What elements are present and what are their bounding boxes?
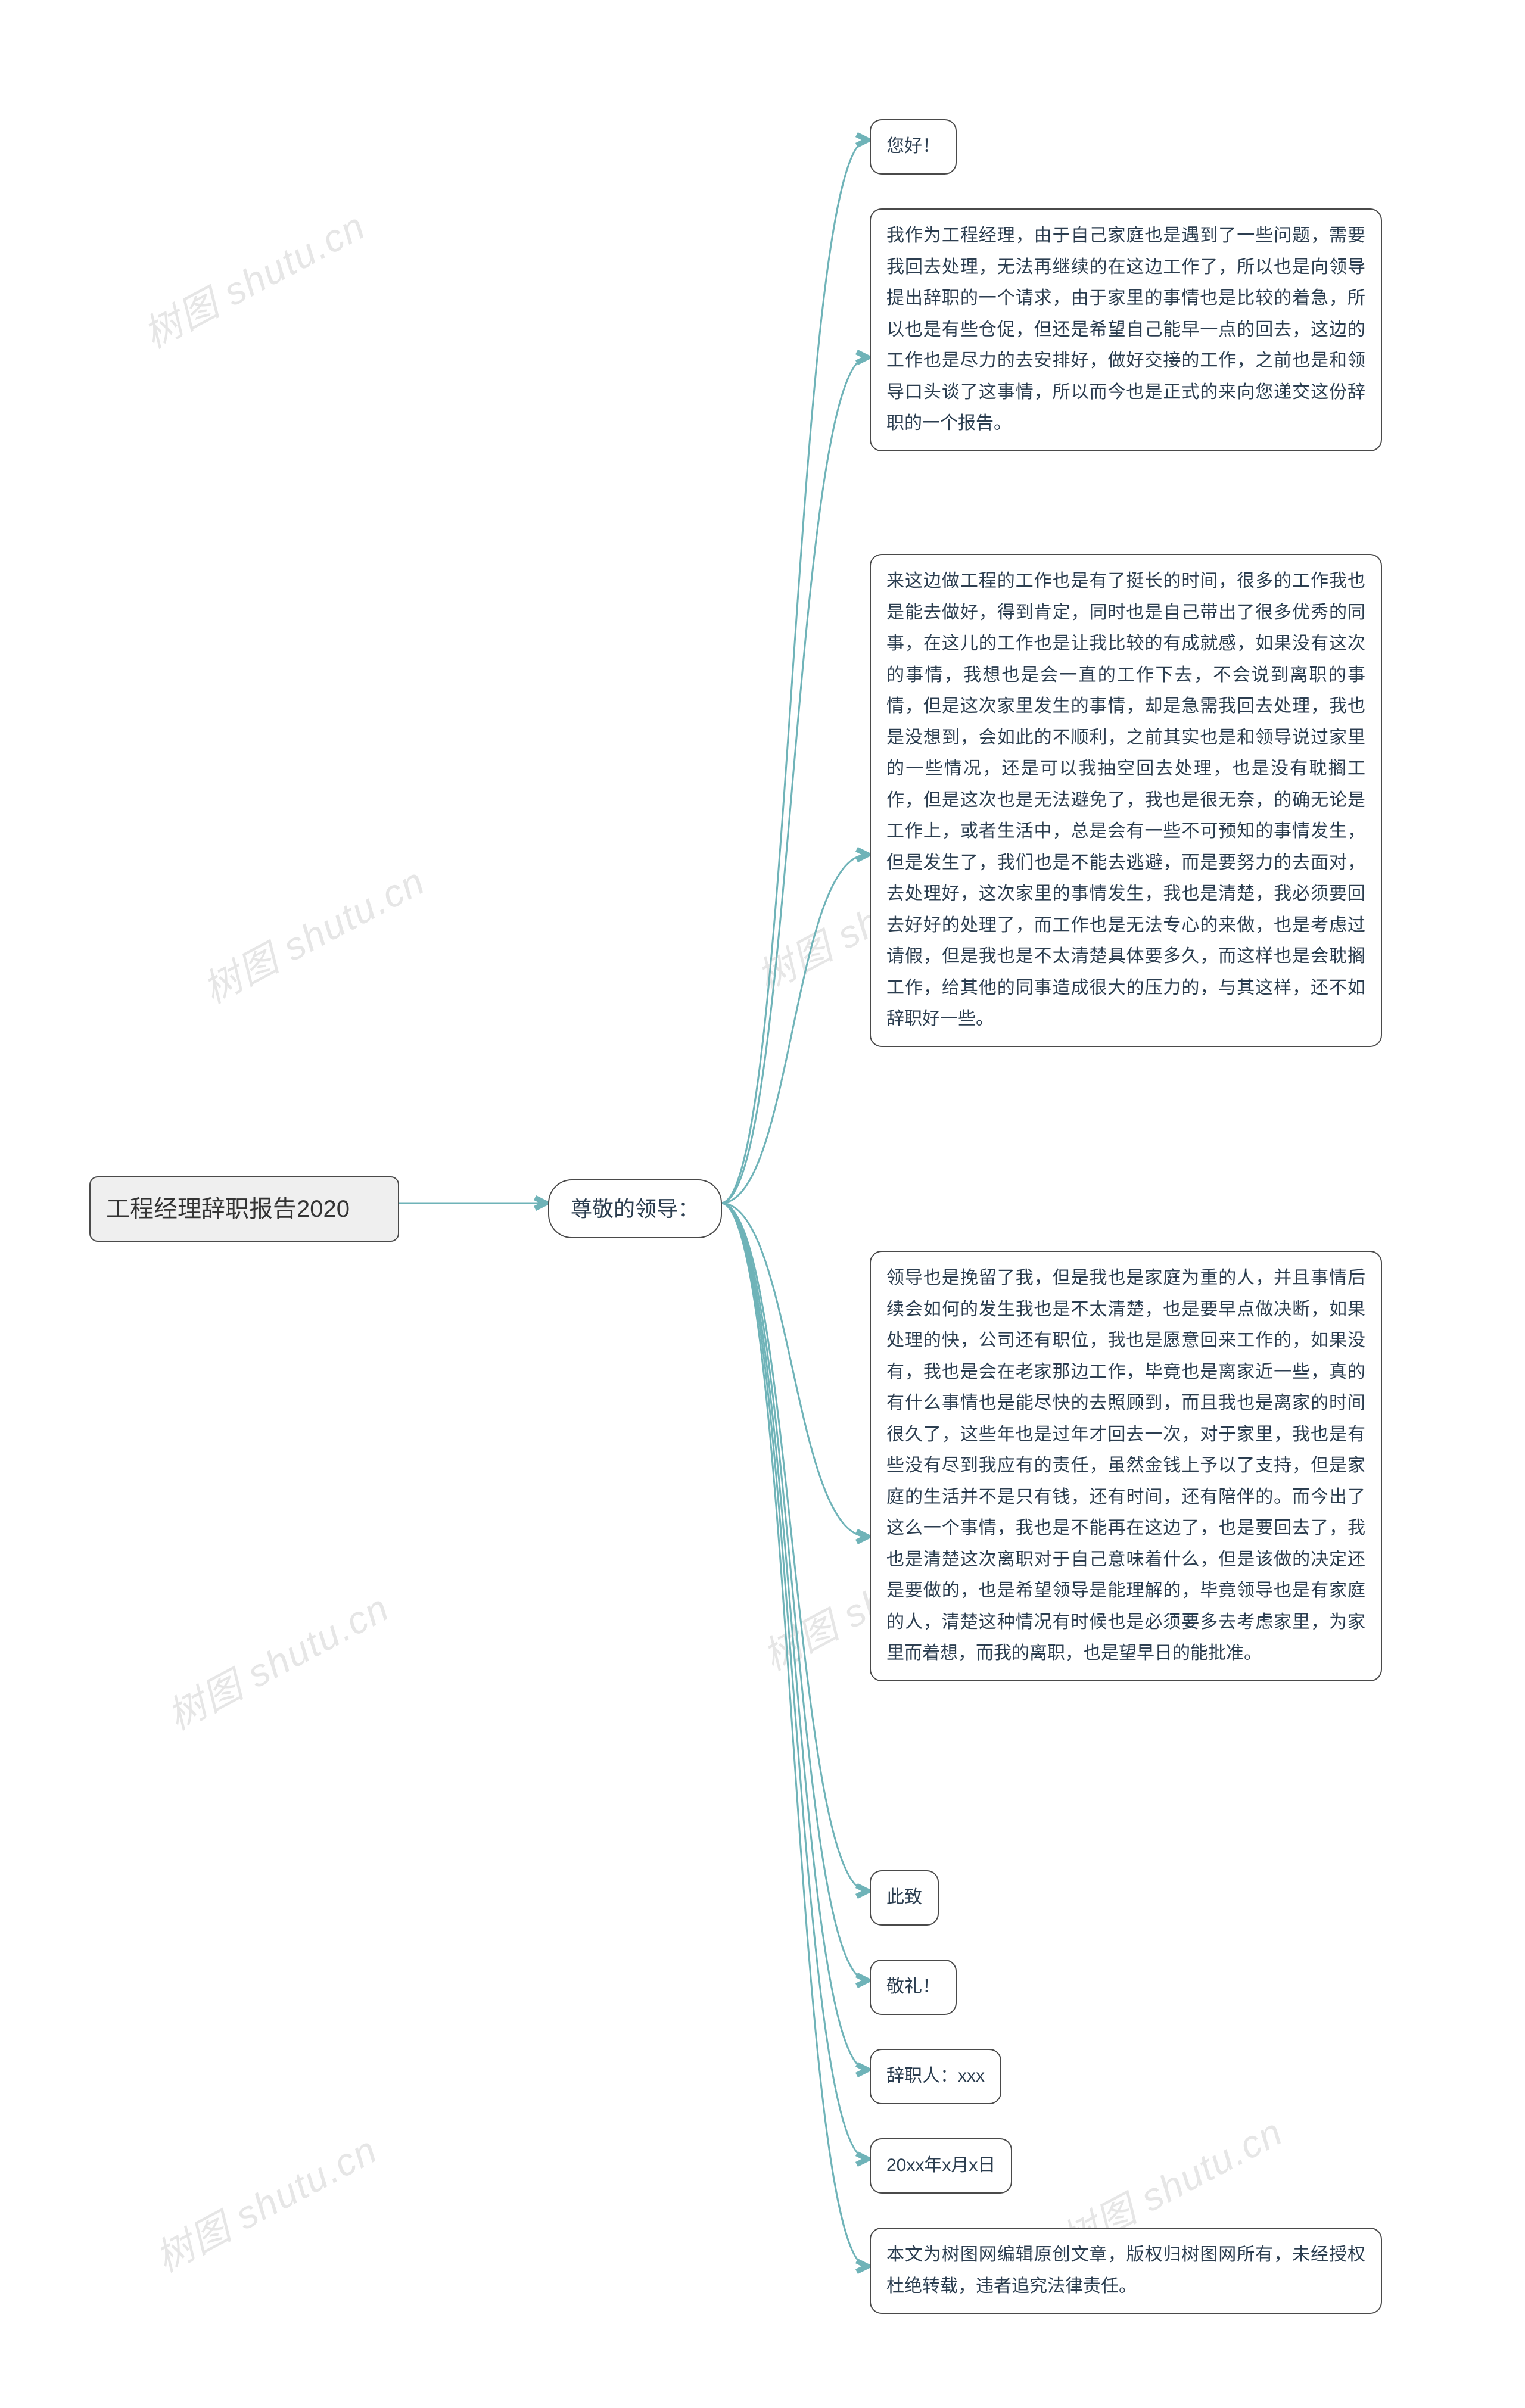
branch-node-salutation[interactable]: 尊敬的领导： — [548, 1179, 722, 1238]
leaf-paragraph-3[interactable]: 领导也是挽留了我，但是我也是家庭为重的人，并且事情后续会如何的发生我也是不太清楚… — [870, 1251, 1382, 1681]
watermark: 树图 shutu.cn — [132, 196, 374, 359]
watermark: 树图 shutu.cn — [144, 2120, 385, 2283]
watermark: 树图 shutu.cn — [156, 1578, 397, 1741]
leaf-greeting[interactable]: 您好！ — [870, 119, 957, 175]
leaf-signer[interactable]: 辞职人：xxx — [870, 2049, 1001, 2104]
watermark: 树图 shutu.cn — [192, 851, 433, 1014]
mindmap-canvas: 树图 shutu.cn 树图 shutu.cn 树图 shutu.cn 树图 s… — [0, 0, 1525, 2408]
leaf-date[interactable]: 20xx年x月x日 — [870, 2138, 1012, 2194]
leaf-cizhi[interactable]: 此致 — [870, 1870, 939, 1926]
root-node[interactable]: 工程经理辞职报告2020 — [89, 1176, 399, 1242]
leaf-copyright[interactable]: 本文为树图网编辑原创文章，版权归树图网所有，未经授权杜绝转载，违者追究法律责任。 — [870, 2228, 1382, 2314]
leaf-paragraph-2[interactable]: 来这边做工程的工作也是有了挺长的时间，很多的工作我也是能去做好，得到肯定，同时也… — [870, 554, 1382, 1047]
leaf-paragraph-1[interactable]: 我作为工程经理，由于自己家庭也是遇到了一些问题，需要我回去处理，无法再继续的在这… — [870, 208, 1382, 451]
leaf-jingli[interactable]: 敬礼！ — [870, 1960, 957, 2015]
